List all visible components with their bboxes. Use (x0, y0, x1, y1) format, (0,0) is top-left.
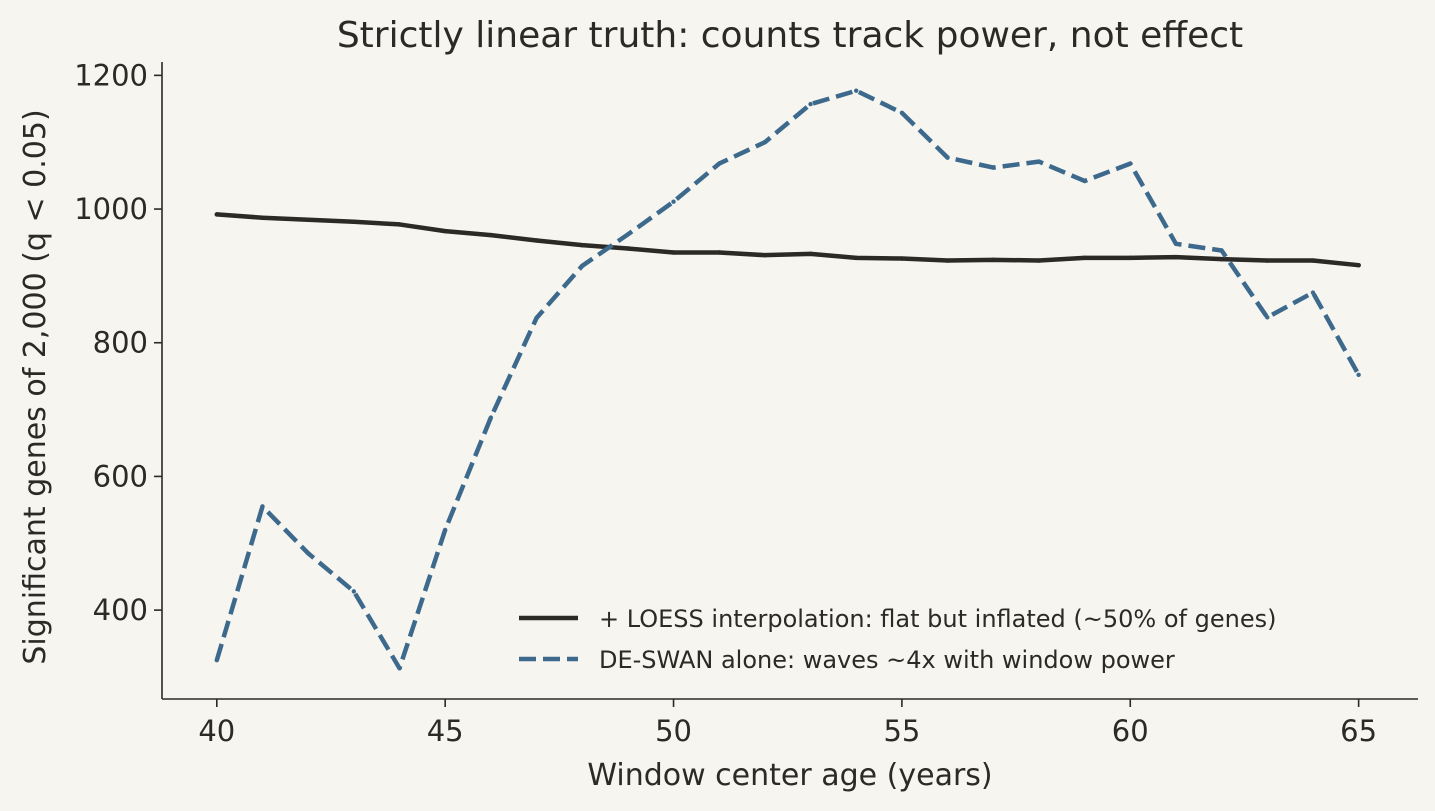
data-point (214, 658, 220, 663)
data-point (260, 504, 265, 509)
data-point (1082, 178, 1087, 184)
data-point (1082, 255, 1087, 261)
data-point (397, 666, 402, 671)
data-point (397, 222, 402, 227)
data-point (1219, 248, 1224, 253)
y-tick-label: 1000 (74, 192, 148, 226)
y-axis-label: Significant genes of 2,000 (q < 0.05) (18, 109, 53, 664)
data-point (854, 255, 859, 261)
data-point (1356, 262, 1361, 268)
data-point (305, 551, 311, 556)
data-point (1356, 372, 1361, 378)
data-point (1173, 241, 1179, 247)
x-tick-label: 65 (1340, 714, 1377, 748)
x-tick-label: 45 (427, 714, 464, 748)
data-point (488, 232, 494, 238)
data-point (1219, 256, 1224, 262)
data-point (1128, 161, 1133, 166)
data-point (1265, 315, 1270, 320)
data-point (808, 101, 813, 107)
plot-lines (214, 88, 1361, 671)
data-point (717, 161, 722, 166)
data-point (1310, 290, 1316, 295)
x-axis-label: Window center age (years) (587, 758, 992, 793)
data-point (945, 155, 950, 160)
data-point (1265, 258, 1270, 263)
x-tick-label: 60 (1112, 714, 1149, 748)
x-tick-label: 40 (198, 714, 235, 748)
chart-title: Strictly linear truth: counts track powe… (337, 15, 1243, 56)
data-point (442, 228, 448, 234)
legend: + LOESS interpolation: flat but inflated… (519, 605, 1276, 674)
data-point (671, 199, 676, 204)
data-point (762, 140, 768, 145)
data-point (1036, 159, 1042, 164)
data-point (671, 250, 676, 255)
data-point (534, 315, 539, 321)
data-point (854, 88, 859, 93)
data-point (717, 250, 722, 255)
data-point (579, 263, 585, 269)
data-point (991, 257, 996, 263)
legend-label: + LOESS interpolation: flat but inflated… (599, 605, 1276, 633)
axes: 40 45 50 55 60 65 400 600 800 1000 1200 (74, 58, 1418, 748)
x-tick-label: 50 (655, 714, 692, 748)
data-point (899, 256, 905, 261)
data-point (1128, 255, 1133, 261)
data-point (442, 527, 448, 533)
x-tick-label: 55 (883, 714, 920, 748)
y-tick-label: 800 (93, 326, 148, 360)
series-line-de-swan (214, 88, 1361, 671)
y-tick-label: 600 (93, 459, 148, 493)
data-point (1173, 254, 1179, 260)
data-point (1310, 258, 1316, 263)
data-point (351, 589, 357, 594)
data-point (488, 415, 494, 420)
data-point (945, 258, 950, 263)
legend-label: DE-SWAN alone: waves ~4x with window pow… (599, 646, 1175, 674)
data-point (260, 215, 265, 220)
data-point (991, 165, 996, 170)
data-point (305, 217, 311, 222)
y-tick-label: 1200 (74, 58, 148, 92)
data-point (808, 251, 813, 257)
data-point (214, 212, 220, 217)
y-tick-label: 400 (93, 593, 148, 627)
data-point (625, 246, 631, 251)
data-point (1036, 258, 1042, 263)
data-point (762, 252, 768, 258)
data-point (351, 219, 357, 224)
series-line-loess (214, 212, 1361, 268)
data-point (899, 110, 905, 115)
data-point (579, 242, 585, 248)
data-point (625, 232, 631, 237)
data-point (534, 238, 539, 243)
